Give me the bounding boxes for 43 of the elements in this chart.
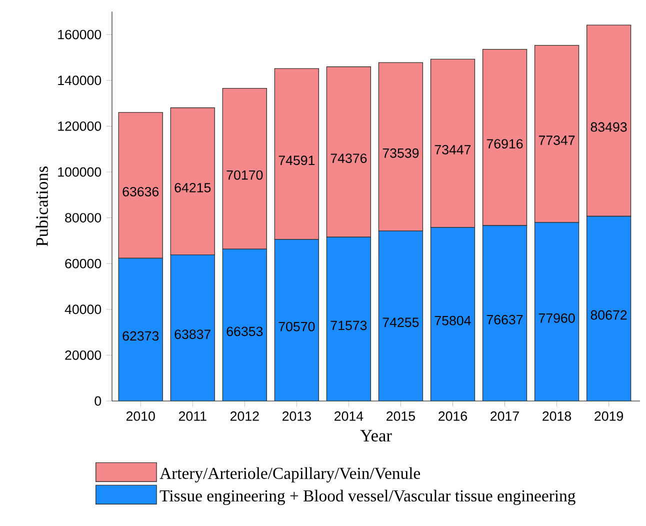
data-label: 62373 [122, 331, 159, 341]
data-label: 77960 [538, 313, 575, 323]
x-tick-label: 2017 [490, 411, 519, 421]
y-tick-label: 140000 [58, 76, 102, 86]
x-tick-label: 2012 [230, 411, 259, 421]
data-label: 75804 [434, 316, 471, 326]
data-label: 73447 [434, 144, 471, 154]
y-tick-label: 160000 [58, 30, 102, 40]
data-label: 80672 [590, 310, 627, 320]
y-tick-label: 120000 [58, 121, 102, 131]
data-label: 66353 [226, 326, 263, 336]
data-label: 70170 [226, 170, 263, 180]
y-tick-label: 60000 [65, 258, 102, 268]
legend-label: Artery/Arteriole/Capillary/Vein/Venule [160, 467, 420, 482]
x-tick-label: 2010 [126, 411, 155, 421]
y-tick-label: 20000 [65, 350, 102, 360]
legend-label: Tissue engineering + Blood vessel/Vascular tissue engineering [160, 490, 576, 505]
data-label: 74255 [382, 318, 419, 328]
data-label: 76637 [486, 314, 523, 324]
data-label: 73539 [382, 148, 419, 158]
y-tick-label: 80000 [65, 213, 102, 222]
x-tick-label: 2014 [334, 411, 364, 421]
data-label: 74376 [330, 154, 367, 164]
y-axis-title: Pubications [36, 166, 48, 246]
data-label: 64215 [174, 182, 211, 192]
x-tick-label: 2011 [178, 411, 206, 421]
data-label: 74591 [278, 156, 315, 166]
x-axis-title: Year [360, 430, 392, 442]
data-label: 77347 [538, 136, 575, 145]
x-tick-label: 2016 [438, 411, 467, 421]
y-tick-label: 100000 [58, 167, 102, 177]
x-tick-label: 2019 [594, 411, 624, 421]
data-label: 63636 [122, 186, 159, 196]
x-tick-label: 2013 [282, 411, 311, 421]
y-tick-label: 40000 [64, 304, 102, 314]
x-tick-label: 2015 [386, 411, 415, 421]
y-tick-label: 0 [94, 396, 102, 406]
data-label: 63837 [174, 330, 211, 340]
x-tick-label: 2018 [542, 411, 572, 421]
data-label: 70570 [278, 322, 315, 332]
data-label: 83493 [590, 122, 627, 132]
data-label: 76916 [486, 139, 523, 149]
data-label: 71573 [330, 320, 367, 330]
